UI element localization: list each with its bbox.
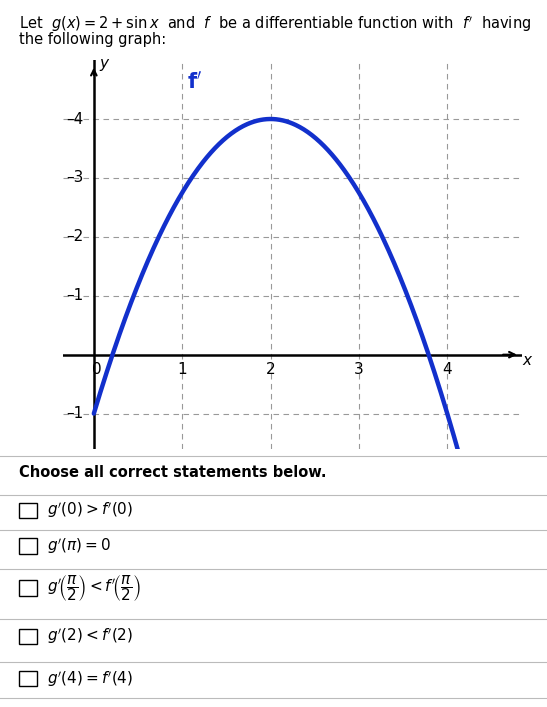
Text: Let  $g(x)=2+\sin x$  and  $f$  be a differentiable function with  $f'$  having: Let $g(x)=2+\sin x$ and $f$ be a differe… bbox=[19, 14, 531, 34]
Text: –1: –1 bbox=[66, 288, 83, 303]
Text: 1: 1 bbox=[177, 362, 187, 378]
Text: –1: –1 bbox=[66, 406, 83, 421]
Text: –4: –4 bbox=[66, 112, 83, 127]
Text: $\mathbf{f'}$: $\mathbf{f'}$ bbox=[187, 71, 202, 93]
Text: $x$: $x$ bbox=[521, 353, 533, 368]
Text: 2: 2 bbox=[266, 362, 275, 378]
Text: $g'(4) = f'(4)$: $g'(4) = f'(4)$ bbox=[47, 669, 133, 689]
Text: the following graph:: the following graph: bbox=[19, 32, 166, 47]
Text: $g'\!\left(\dfrac{\pi}{2}\right) < f'\!\left(\dfrac{\pi}{2}\right)$: $g'\!\left(\dfrac{\pi}{2}\right) < f'\!\… bbox=[47, 573, 141, 603]
Text: 3: 3 bbox=[354, 362, 364, 378]
Text: Choose all correct statements below.: Choose all correct statements below. bbox=[19, 465, 327, 480]
Text: $g'(0) > f'(0)$: $g'(0) > f'(0)$ bbox=[47, 501, 133, 520]
Text: –2: –2 bbox=[66, 229, 83, 245]
Text: –3: –3 bbox=[66, 170, 83, 185]
Text: 4: 4 bbox=[443, 362, 452, 378]
Text: $g'(2) < f'(2)$: $g'(2) < f'(2)$ bbox=[47, 626, 133, 646]
Text: $g'(\pi) = 0$: $g'(\pi) = 0$ bbox=[47, 536, 111, 556]
Text: 0: 0 bbox=[92, 362, 101, 378]
Text: $y$: $y$ bbox=[99, 57, 110, 73]
